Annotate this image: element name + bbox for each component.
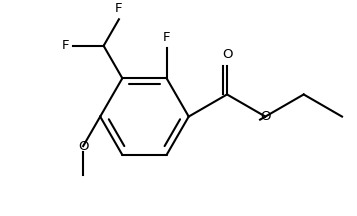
Text: F: F bbox=[61, 39, 69, 52]
Text: F: F bbox=[115, 2, 123, 15]
Text: F: F bbox=[163, 30, 170, 44]
Text: O: O bbox=[222, 48, 232, 61]
Text: O: O bbox=[260, 110, 271, 123]
Text: O: O bbox=[78, 140, 89, 152]
